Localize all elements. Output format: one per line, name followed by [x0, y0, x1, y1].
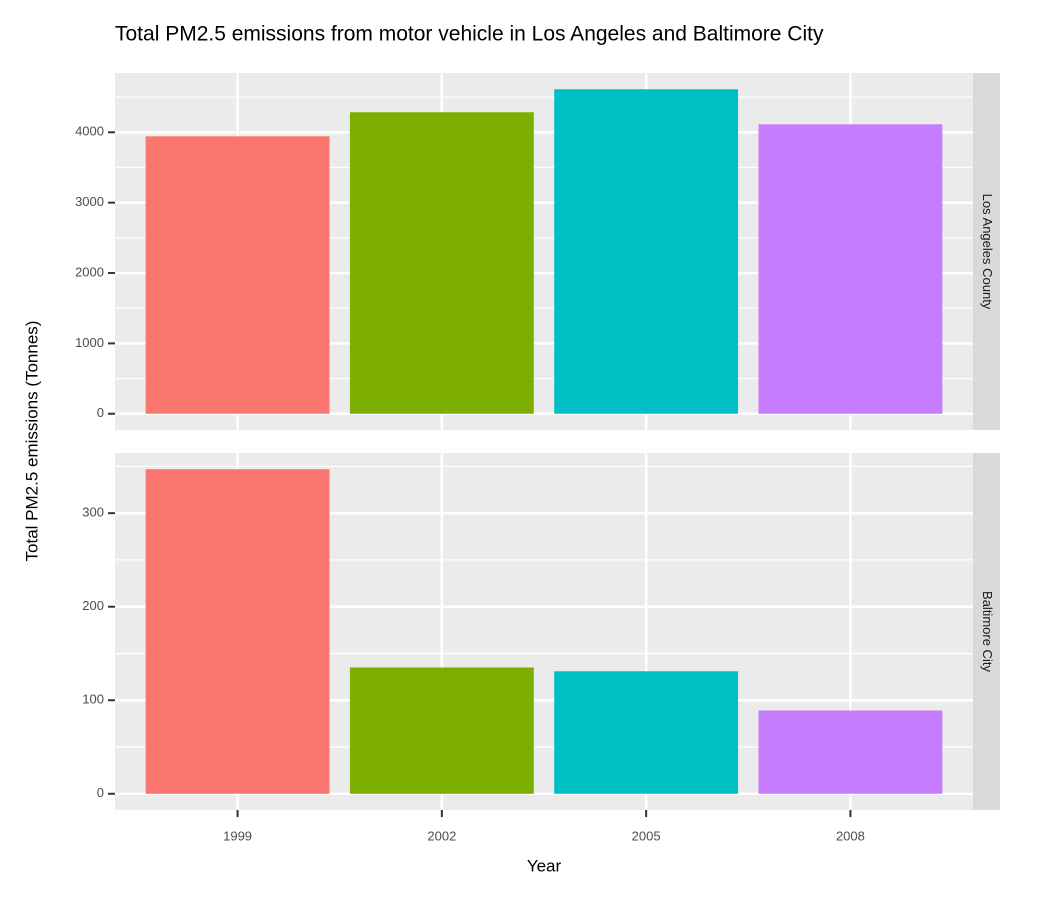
- bar: [349, 667, 534, 794]
- y-axis-label: Total PM2.5 emissions (Tonnes): [22, 321, 41, 562]
- y-tick-label: 300: [82, 505, 104, 520]
- y-tick-label: 0: [97, 405, 104, 420]
- bar: [758, 710, 943, 794]
- y-tick-label: 0: [97, 785, 104, 800]
- x-tick-label: 1999: [223, 828, 252, 843]
- x-axis-label: Year: [527, 856, 562, 875]
- bar: [145, 136, 330, 414]
- y-tick-label: 200: [82, 598, 104, 613]
- y-tick-label: 2000: [75, 264, 104, 279]
- x-tick-label: 2008: [836, 828, 865, 843]
- strip-label: Baltimore City: [980, 591, 995, 672]
- strip-background: [973, 73, 1000, 430]
- bar: [554, 671, 739, 794]
- x-tick-label: 2002: [427, 828, 456, 843]
- chart-title: Total PM2.5 emissions from motor vehicle…: [115, 23, 824, 46]
- y-tick-label: 3000: [75, 194, 104, 209]
- y-tick-label: 4000: [75, 124, 104, 139]
- bar: [554, 89, 739, 414]
- y-tick-label: 100: [82, 692, 104, 707]
- bar: [145, 469, 330, 794]
- bar: [758, 124, 943, 414]
- strip-background: [973, 453, 1000, 810]
- strip-label: Los Angeles County: [980, 194, 995, 310]
- bar: [349, 112, 534, 414]
- y-tick-label: 1000: [75, 335, 104, 350]
- x-tick-label: 2005: [632, 828, 661, 843]
